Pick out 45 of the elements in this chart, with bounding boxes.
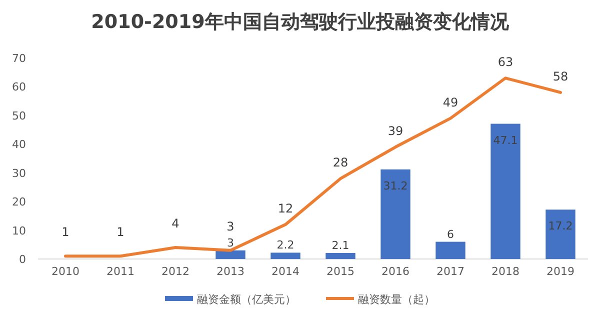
bar — [380, 169, 410, 259]
x-tick-label: 2011 — [106, 265, 134, 278]
x-tick-label: 2016 — [382, 265, 410, 278]
y-tick-label: 70 — [12, 52, 26, 65]
bar — [436, 242, 466, 259]
data-label: 12 — [278, 202, 294, 216]
y-tick-label: 20 — [12, 196, 26, 209]
data-label: 49 — [442, 95, 458, 110]
x-tick-label: 2012 — [162, 265, 190, 278]
data-label: 47.1 — [493, 134, 518, 147]
data-label: 39 — [388, 124, 404, 138]
data-label: 4 — [172, 216, 180, 231]
y-tick-label: 10 — [12, 224, 26, 238]
data-label: 2.1 — [332, 238, 350, 252]
x-tick-label: 2018 — [492, 265, 520, 278]
data-label: 63 — [498, 55, 514, 70]
x-tick-label: 2014 — [272, 265, 300, 278]
bar — [546, 210, 576, 259]
legend-label: 融资数量（起） — [358, 293, 435, 306]
legend-label: 融资金额（亿美元） — [197, 293, 296, 306]
bar — [326, 252, 356, 259]
y-tick-label: 30 — [12, 166, 26, 180]
x-tick-label: 2010 — [52, 265, 80, 278]
data-label: 2.2 — [276, 238, 294, 252]
x-tick-label: 2017 — [436, 265, 464, 278]
x-tick-label: 2019 — [546, 265, 574, 278]
x-tick-label: 2013 — [216, 265, 244, 278]
x-tick-label: 2015 — [326, 265, 354, 278]
y-tick-label: 60 — [12, 80, 26, 94]
data-label: 1 — [116, 225, 124, 240]
bar — [270, 252, 300, 259]
y-tick-label: 50 — [12, 109, 26, 122]
data-label: 58 — [552, 69, 568, 84]
data-label: 3 — [227, 236, 234, 250]
bar — [216, 250, 246, 259]
y-tick-label: 0 — [19, 253, 26, 266]
chart-title: 2010-2019年中国自动驾驶行业投融资变化情况 — [91, 11, 510, 33]
data-label: 6 — [447, 228, 454, 241]
data-label: 17.2 — [548, 220, 573, 233]
data-label: 1 — [62, 225, 70, 240]
data-label: 3 — [226, 219, 234, 234]
y-tick-label: 40 — [12, 138, 26, 152]
data-label: 31.2 — [383, 179, 408, 192]
bar — [490, 124, 520, 259]
data-label: 28 — [332, 156, 348, 170]
